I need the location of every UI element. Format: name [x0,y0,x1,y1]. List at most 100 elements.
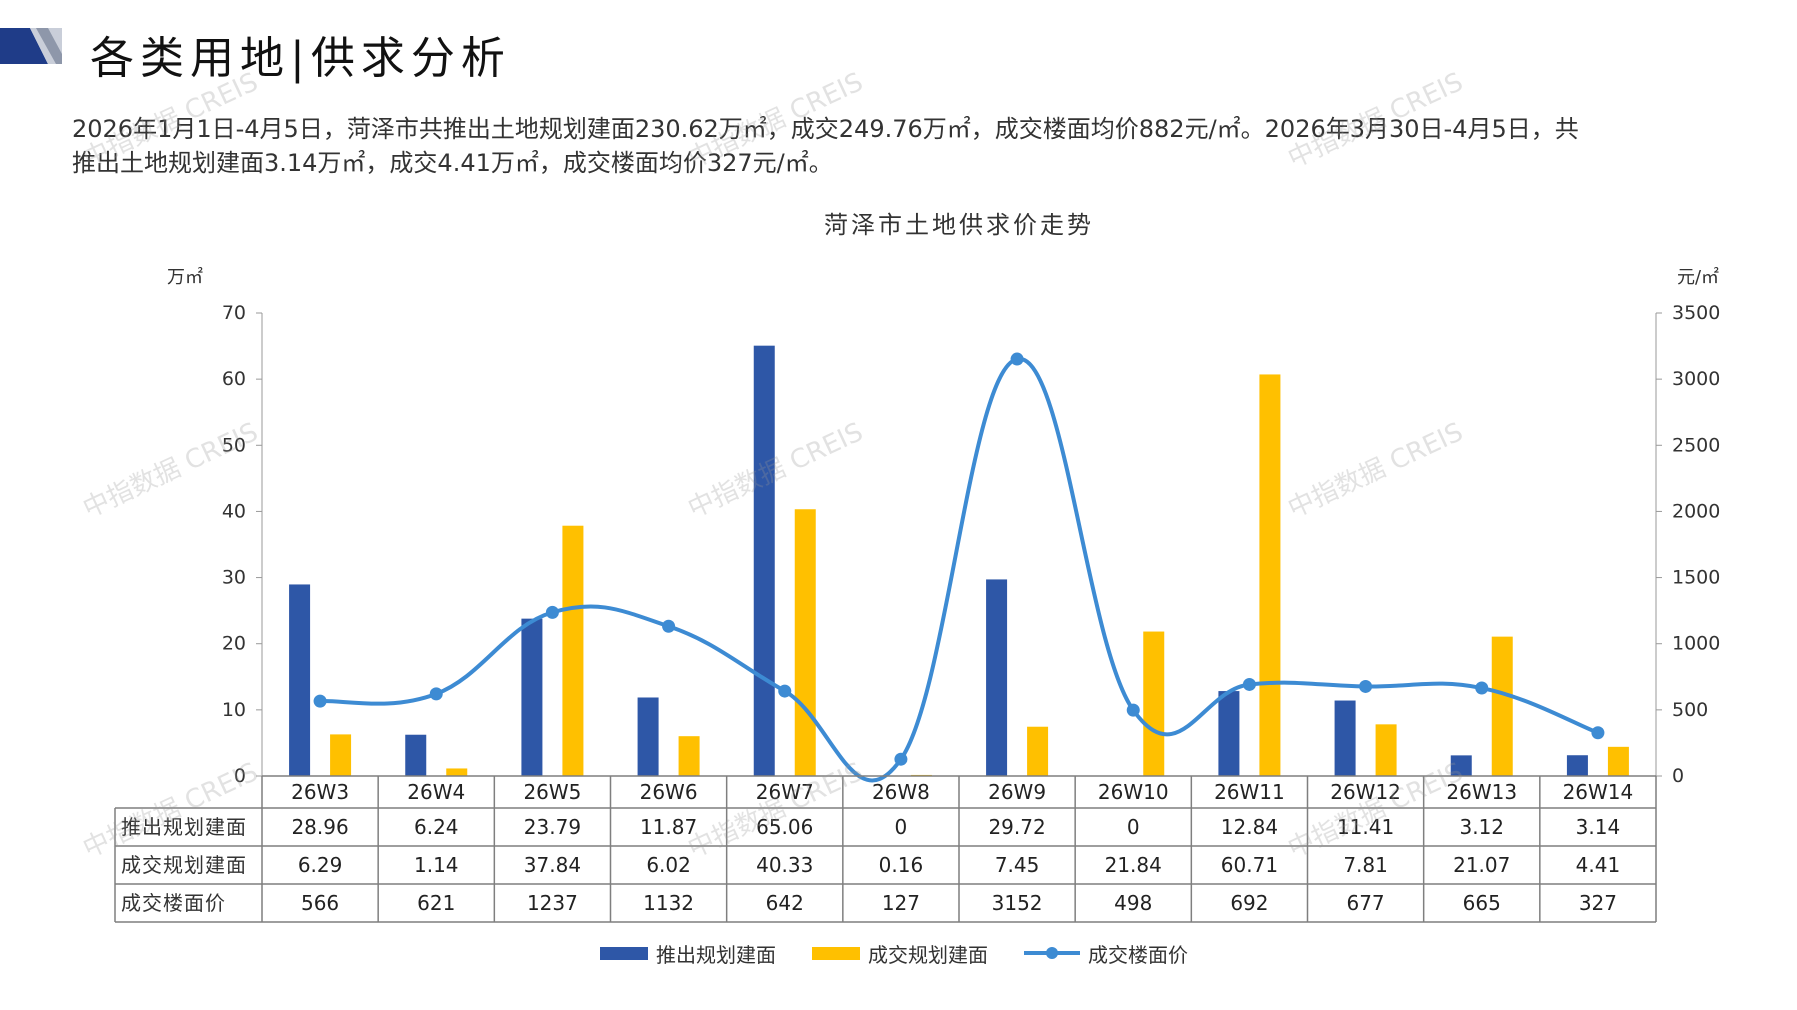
bar-supply [289,584,311,776]
table-cell-price: 498 [1114,891,1152,915]
y-right-tick-label: 3000 [1672,368,1720,390]
price-point [1010,352,1024,366]
table-cell-price: 642 [766,891,804,915]
y-left-tick-label: 0 [234,765,246,787]
bar-deal [1491,636,1513,776]
table-cell-price: 127 [882,891,920,915]
table-cell-supply: 3.14 [1576,815,1621,839]
header-decoration-icon [0,28,62,64]
table-cell-deal: 21.84 [1105,853,1162,877]
table-cell-supply: 6.24 [414,815,459,839]
legend-item-price: 成交楼面价 [1024,939,1188,968]
y-left-tick-label: 70 [222,302,246,324]
price-point [1126,703,1140,717]
price-point [1242,677,1256,691]
x-tick-label: 26W10 [1098,780,1169,804]
bar-deal [562,525,584,776]
y-left-tick-label: 10 [222,699,246,721]
price-line [319,357,1599,783]
price-point [778,684,792,698]
bar-deal [1143,631,1165,776]
table-cell-deal: 7.81 [1343,853,1388,877]
x-tick-label: 26W7 [756,780,814,804]
table-cell-supply: 0 [1127,815,1140,839]
table-cell-deal: 0.16 [879,853,924,877]
table-cell-price: 1237 [527,891,578,915]
x-tick-label: 26W8 [872,780,930,804]
table-cell-price: 665 [1463,891,1501,915]
bar-deal [678,736,700,776]
summary-text: 2026年1月1日-4月5日，菏泽市共推出土地规划建面230.62万㎡，成交24… [72,112,1722,180]
y-left-tick-label: 60 [222,368,246,390]
y-right-tick-label: 500 [1672,699,1708,721]
bar-deal [1375,724,1397,776]
table-cell-price: 677 [1346,891,1384,915]
bar-deal [1607,746,1629,776]
table-cell-supply: 29.72 [988,815,1045,839]
table-cell-supply: 23.79 [524,815,581,839]
y-left-tick-label: 40 [222,500,246,522]
table-cell-price: 1132 [643,891,694,915]
summary-line-1: 2026年1月1日-4月5日，菏泽市共推出土地规划建面230.62万㎡，成交24… [72,115,1579,143]
bar-supply [986,579,1008,776]
chart-title: 菏泽市土地供求价走势 [824,211,1094,239]
price-point [313,694,327,708]
legend-swatch-price [1024,947,1080,959]
y-left-tick-label: 20 [222,633,246,655]
bar-supply [521,618,543,776]
table-cell-supply: 11.41 [1337,815,1394,839]
bar-supply [405,734,427,776]
table-cell-deal: 6.29 [298,853,343,877]
price-point [662,619,676,633]
x-tick-label: 26W14 [1563,780,1634,804]
x-tick-label: 26W11 [1214,780,1285,804]
x-tick-label: 26W13 [1446,780,1517,804]
page-title: 各类用地|供求分析 [90,33,511,84]
x-tick-label: 26W5 [523,780,581,804]
table-cell-supply: 0 [895,815,908,839]
table-cell-deal: 60.71 [1221,853,1278,877]
table-cell-supply: 65.06 [756,815,813,839]
table-cell-deal: 1.14 [414,853,459,877]
x-tick-label: 26W4 [407,780,465,804]
table-cell-supply: 12.84 [1221,815,1278,839]
table-cell-price: 327 [1579,891,1617,915]
summary-line-2: 推出土地规划建面3.14万㎡，成交4.41万㎡，成交楼面均价327元/㎡。 [72,149,833,177]
table-cell-supply: 11.87 [640,815,697,839]
table-cell-supply: 3.12 [1459,815,1504,839]
y-right-tick-label: 0 [1672,765,1684,787]
table-cell-price: 566 [301,891,339,915]
y-right-tick-label: 2500 [1672,434,1720,456]
bar-supply [1334,700,1356,776]
table-cell-deal: 37.84 [524,853,581,877]
bar-supply [753,345,775,776]
legend-label-deal: 成交规划建面 [868,942,988,967]
bar-supply [1566,755,1588,776]
price-point [429,687,443,701]
y-left-unit: 万㎡ [167,266,203,288]
table-cell-price: 621 [417,891,455,915]
legend-swatch-deal [812,946,860,960]
table-row-label-price: 成交楼面价 [121,891,226,915]
x-tick-label: 26W6 [640,780,698,804]
y-right-tick-label: 1000 [1672,633,1720,655]
table-cell-deal: 40.33 [756,853,813,877]
bar-deal [1027,726,1049,776]
bar-supply [1450,755,1472,776]
table-row-label-supply: 推出规划建面 [121,815,247,839]
legend-label-price: 成交楼面价 [1088,942,1188,967]
y-left-tick-label: 30 [222,567,246,589]
price-point [1359,679,1373,693]
y-left-tick-label: 50 [222,434,246,456]
bar-deal [794,509,816,776]
x-tick-label: 26W9 [988,780,1046,804]
y-right-unit: 元/㎡ [1677,266,1719,288]
price-point [1591,726,1605,740]
table-cell-deal: 4.41 [1576,853,1621,877]
price-point [545,605,559,619]
legend-label-supply: 推出规划建面 [656,942,776,967]
bar-deal [1259,374,1281,776]
y-right-tick-label: 1500 [1672,567,1720,589]
y-right-tick-label: 3500 [1672,302,1720,324]
